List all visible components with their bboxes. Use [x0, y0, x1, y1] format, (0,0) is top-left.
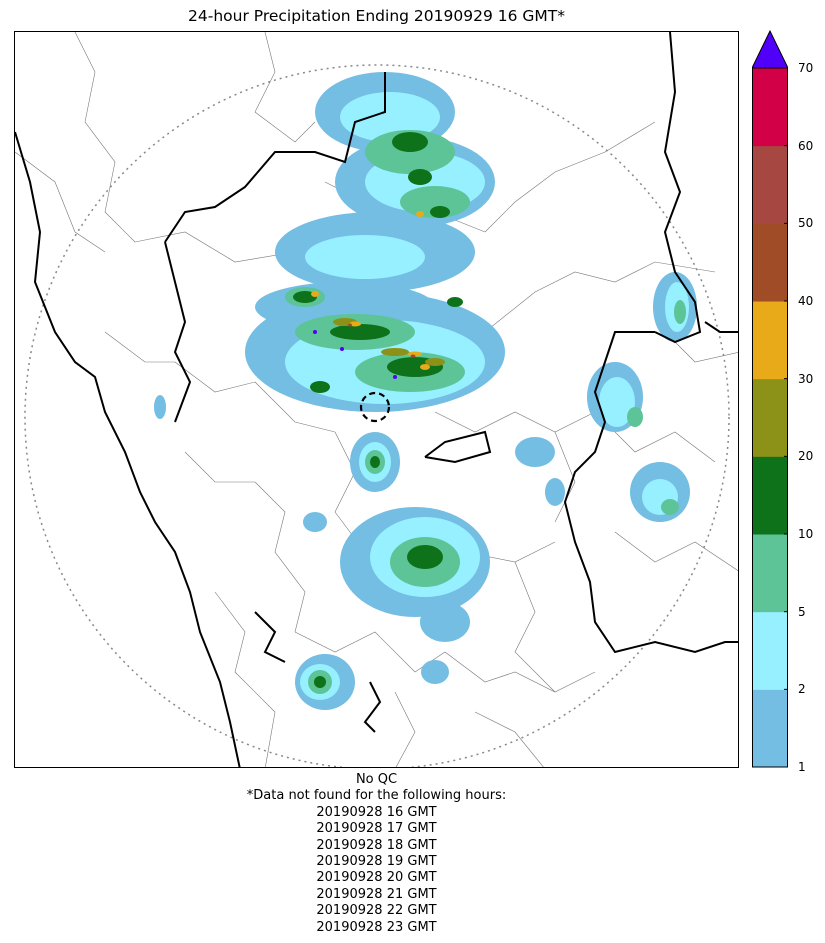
missing-hour: 20190928 16 GMT	[316, 804, 437, 820]
colorbar-segment	[752, 301, 788, 380]
colorbar-extend-arrow	[752, 30, 788, 69]
state-boundaries	[15, 32, 738, 767]
missing-data-header: *Data not found for the following hours:	[246, 788, 507, 804]
missing-hour: 20190928 17 GMT	[316, 821, 437, 837]
colorbar-tick-label: 30	[798, 371, 814, 386]
missing-hour: 20190928 23 GMT	[316, 919, 437, 935]
colorbar-segment	[752, 378, 788, 457]
notes-block: No QC *Data not found for the following …	[14, 772, 739, 936]
colorbar-tick-label: 40	[798, 294, 814, 308]
missing-hour: 20190928 20 GMT	[316, 870, 437, 886]
colorbar-tick-label: 20	[798, 449, 814, 464]
colorbar-segment	[752, 611, 788, 690]
colorbar-tick-label: 2	[798, 682, 806, 697]
radar-range-ring	[24, 64, 730, 767]
map-title: 24-hour Precipitation Ending 20190929 16…	[188, 7, 565, 25]
colorbar-tick-label: 10	[798, 527, 814, 541]
colorbar-segment	[752, 689, 788, 768]
colorbar-frame	[752, 67, 788, 768]
precipitation-map[interactable]	[14, 31, 739, 768]
colorbar-segment	[752, 223, 788, 302]
colorbar-segment	[752, 534, 788, 613]
colorbar-segment	[752, 68, 788, 147]
colorbar-tick-label: 5	[798, 604, 806, 619]
radar-site-marker	[359, 391, 391, 423]
missing-hour: 20190928 21 GMT	[316, 886, 437, 902]
colorbar-tick-label: 1	[798, 760, 806, 774]
colorbar-segment	[752, 456, 788, 535]
colorbar-segment	[752, 145, 788, 224]
missing-hour: 20190928 18 GMT	[316, 837, 437, 853]
precipitation-colorbar	[752, 30, 788, 768]
missing-hour: 20190928 22 GMT	[316, 903, 437, 919]
precipitation-field	[154, 72, 697, 710]
colorbar-tick-label: 60	[798, 138, 814, 153]
colorbar-tick-label: 70	[798, 61, 814, 75]
qc-note: No QC	[355, 772, 398, 787]
missing-hour: 20190928 19 GMT	[316, 854, 437, 870]
colorbar-tick-label: 50	[798, 216, 814, 231]
